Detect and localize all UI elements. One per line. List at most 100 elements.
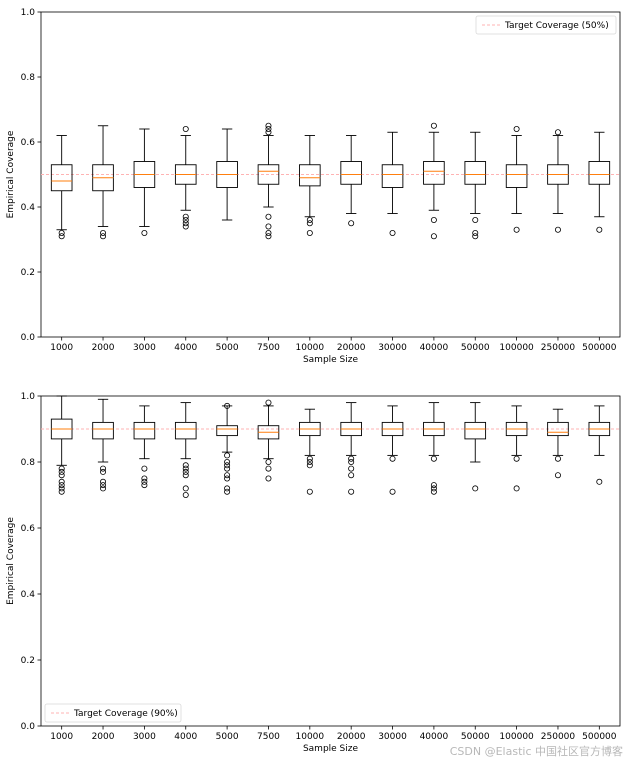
- flier-point: [430, 233, 437, 240]
- flier-point: [472, 485, 479, 492]
- box-iqr: [133, 421, 156, 440]
- watermark-text: CSDN @Elastic 中国社区官方博客: [449, 745, 623, 758]
- flier-point: [141, 482, 148, 489]
- flier-point: [389, 488, 396, 495]
- flier-point: [265, 223, 272, 230]
- x-axis-label: Sample Size: [303, 355, 359, 365]
- flier-point: [513, 455, 520, 462]
- flier-point: [430, 488, 437, 495]
- x-tick-label: 100000: [499, 732, 534, 742]
- x-tick-label: 10000: [296, 343, 325, 353]
- legend-label: Target Coverage (50%): [504, 21, 609, 31]
- x-tick-label: 250000: [541, 732, 576, 742]
- flier-point: [182, 485, 189, 492]
- flier-point: [265, 458, 272, 465]
- flier-point: [224, 475, 231, 482]
- legend-box: [475, 15, 617, 35]
- x-tick-label: 5000: [216, 732, 239, 742]
- flier-point: [596, 478, 603, 485]
- box-500000: [588, 131, 611, 233]
- flier-point: [265, 213, 272, 220]
- box-iqr: [381, 164, 404, 188]
- flier-point: [265, 126, 272, 133]
- box-iqr: [588, 161, 611, 185]
- box-5000: [216, 402, 238, 495]
- x-tick-label: 40000: [420, 343, 449, 353]
- flier-point: [472, 233, 479, 240]
- flier-point: [224, 465, 231, 472]
- x-tick-label: 1000: [50, 343, 73, 353]
- x-axis-label: Sample Size: [303, 744, 359, 754]
- y-tick-label: 0.6: [21, 524, 36, 534]
- plot-frame: [40, 395, 621, 727]
- x-tick-label: 3000: [133, 343, 156, 353]
- box-iqr: [50, 164, 73, 192]
- flier-point: [182, 213, 189, 220]
- flier-point: [389, 455, 396, 462]
- box-50000: [464, 131, 487, 240]
- box-20000: [340, 402, 362, 495]
- flier-point: [224, 472, 231, 479]
- x-tick-label: 500000: [582, 732, 617, 742]
- flier-point: [348, 455, 355, 462]
- box-1000: [50, 135, 73, 240]
- flier-point: [306, 229, 313, 236]
- flier-point: [224, 402, 231, 409]
- y-tick-label: 0.2: [21, 656, 35, 666]
- flier-point: [182, 220, 189, 227]
- flier-point: [182, 216, 189, 223]
- flier-point: [58, 233, 65, 240]
- legend-label: Target Coverage (90%): [73, 709, 178, 719]
- y-tick-label: 1.0: [21, 8, 36, 18]
- flier-point: [224, 488, 231, 495]
- x-tick-label: 1000: [50, 732, 73, 742]
- box-30000: [381, 405, 404, 495]
- chart-bottom: 0.0 0.2 0.4 0.6 0.8 1.0 1000 2000 3000 4000 5000 75…: [6, 392, 621, 754]
- box-4000: [174, 126, 197, 230]
- flier-point: [58, 465, 65, 472]
- y-tick-label: 0.8: [21, 458, 36, 468]
- box-2000: [92, 398, 114, 492]
- x-tick-label: 250000: [541, 343, 576, 353]
- flier-point: [224, 452, 231, 459]
- box-5000: [216, 128, 238, 221]
- x-tick-label: 20000: [337, 343, 366, 353]
- flier-point: [348, 472, 355, 479]
- box-10000: [299, 408, 321, 495]
- box-1000: [50, 395, 73, 495]
- flier-point: [224, 462, 231, 469]
- x-tick-label: 500000: [582, 343, 617, 353]
- flier-point: [306, 488, 313, 495]
- flier-point: [513, 126, 520, 133]
- box-250000: [547, 129, 569, 233]
- box-3000: [133, 128, 156, 236]
- x-tick-label: 2000: [92, 343, 115, 353]
- flier-point: [182, 465, 189, 472]
- box-iqr: [505, 164, 528, 188]
- flier-point: [265, 122, 272, 129]
- flier-point: [513, 485, 520, 492]
- legend: Target Coverage (90%): [44, 703, 182, 723]
- y-tick-label: 0.4: [21, 203, 36, 213]
- legend-box: [44, 703, 182, 723]
- box-iqr: [299, 164, 321, 187]
- x-tick-label: 10000: [296, 732, 325, 742]
- flier-point: [513, 226, 520, 233]
- x-tick-label: 4000: [174, 343, 197, 353]
- flier-point: [472, 229, 479, 236]
- x-tick-label: 100000: [499, 343, 534, 353]
- flier-point: [472, 216, 479, 223]
- box-7500: [257, 399, 280, 482]
- flier-point: [182, 491, 189, 498]
- x-tick-label: 5000: [216, 343, 239, 353]
- flier-point: [430, 485, 437, 492]
- box-40000: [423, 402, 445, 495]
- flier-point: [58, 468, 65, 475]
- flier-point: [430, 216, 437, 223]
- box-250000: [547, 408, 569, 479]
- box-iqr: [547, 421, 569, 437]
- flier-point: [58, 485, 65, 492]
- flier-point: [554, 226, 561, 233]
- box-iqr: [464, 161, 487, 185]
